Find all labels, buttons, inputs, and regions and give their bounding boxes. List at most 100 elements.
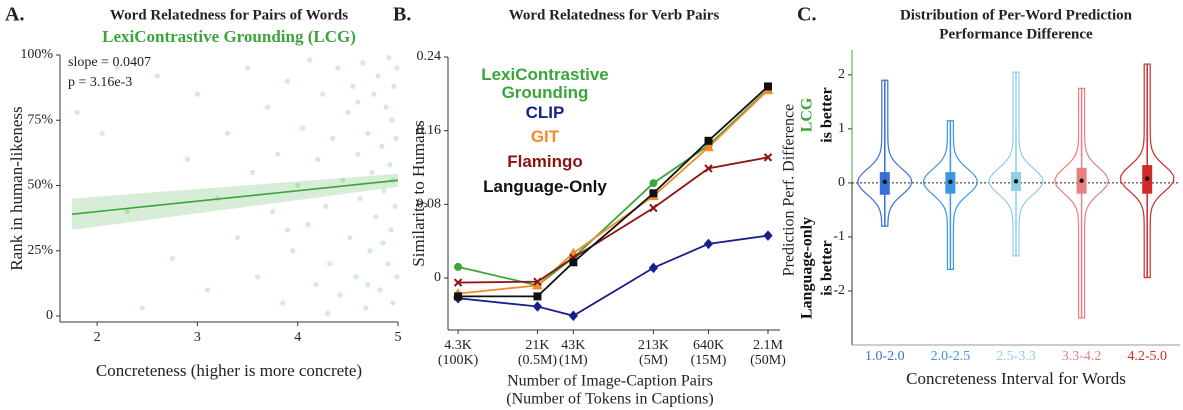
series-line: [457, 89, 769, 295]
scatter-point: [386, 55, 392, 61]
scatter-point: [363, 305, 369, 311]
y-tick-label: 100%: [20, 47, 53, 62]
marker: [703, 238, 714, 250]
marker: [649, 203, 658, 213]
scatter-point: [360, 60, 366, 66]
scatter-point: [369, 169, 375, 176]
scatter-point: [373, 214, 379, 220]
scatter-point: [295, 182, 301, 189]
marker: [569, 258, 578, 267]
scatter-point: [224, 130, 231, 136]
marker: [649, 189, 658, 198]
scatter-point: [389, 117, 395, 123]
scatter-point: [290, 248, 296, 254]
x-tick-label: 2.1M: [753, 338, 784, 353]
marker: [763, 230, 773, 241]
violin: [857, 79, 913, 227]
median: [1145, 176, 1150, 181]
marker: [533, 292, 542, 301]
y-tick-label: 0.16: [417, 123, 442, 138]
scatter-point: [394, 65, 400, 71]
panel-label: B.: [393, 4, 411, 26]
scatter-point: [74, 109, 80, 116]
scatter-point: [234, 235, 241, 241]
scatter-point: [313, 282, 319, 288]
scatter-point: [391, 83, 397, 89]
scatter-point: [390, 300, 396, 306]
scatter-point: [315, 156, 321, 162]
y-tick-label: 0.08: [417, 197, 442, 212]
x-tick-label: 213K: [638, 338, 669, 353]
x-tick-label: 3: [194, 330, 201, 345]
scatter-point: [270, 208, 276, 215]
x-tick-label: 43K: [561, 338, 585, 353]
series-line: [458, 85, 769, 298]
scatter-point: [99, 130, 105, 136]
scatter-point: [355, 151, 361, 157]
y-tick-label: -1: [833, 229, 845, 244]
chart-title: Performance Difference: [939, 26, 1093, 42]
scatter-point: [320, 91, 326, 97]
annotation: slope = 0.0407: [68, 55, 151, 70]
y-axis-label: Similarity to Humans: [409, 120, 428, 266]
scatter-point: [355, 99, 361, 105]
marker: [704, 164, 713, 173]
upper-note: is better: [819, 87, 836, 143]
x-tick-label: 21K: [525, 338, 549, 353]
scatter-point: [367, 248, 373, 254]
x-axis-label: Concreteness Interval for Words: [906, 369, 1126, 388]
scatter-point: [393, 135, 399, 142]
x-axis-label: Number of Image-Caption Pairs: [507, 373, 713, 390]
marker: [533, 277, 542, 286]
marker: [703, 141, 714, 152]
marker: [763, 153, 773, 162]
series-line: [458, 156, 769, 284]
marker: [453, 278, 463, 287]
marker: [704, 136, 713, 145]
scatter-point: [254, 274, 261, 280]
scatter-point: [381, 188, 387, 194]
annotation: p = 3.16e-3: [68, 75, 132, 90]
lower-note: Language-only: [799, 217, 816, 319]
scatter-point: [305, 222, 311, 228]
x-tick-label: 5: [395, 330, 402, 345]
scatter-point: [388, 227, 394, 233]
y-tick-label: 0.24: [417, 49, 442, 64]
series-line: [457, 234, 769, 317]
scatter-point: [335, 65, 341, 71]
scatter-point: [307, 57, 313, 63]
x-axis-label: (Number of Tokens in Captions): [506, 391, 713, 408]
confidence-band: [72, 173, 398, 230]
x-tick-sublabel: (5M): [639, 353, 668, 368]
violin: [1120, 63, 1175, 279]
legend-entry: GIT: [530, 127, 560, 146]
scatter-point: [330, 135, 336, 142]
y-tick-label: 75%: [27, 112, 53, 127]
scatter-point: [394, 274, 400, 280]
scatter-point: [337, 292, 343, 298]
scatter-point: [194, 91, 201, 97]
y-axis-label: Rank in human-likeness: [7, 106, 26, 270]
violin: [988, 71, 1044, 257]
legend-entry: Language-Only: [483, 177, 607, 196]
x-tick-label: 4: [294, 330, 301, 345]
scatter-point: [114, 65, 120, 71]
upper-note: LCG: [799, 97, 816, 132]
marker: [532, 301, 543, 312]
scatter-point: [275, 151, 281, 157]
lower-note: is better: [819, 240, 836, 296]
scatter-point: [377, 287, 383, 293]
x-tick-sublabel: (100K): [438, 353, 479, 368]
scatter-point: [139, 305, 145, 311]
scatter-point: [383, 104, 389, 110]
median: [1079, 178, 1084, 183]
y-axis-label: Prediction Perf. Difference: [781, 104, 798, 277]
median: [1013, 179, 1019, 184]
scatter-point: [154, 73, 160, 79]
x-tick-label: 2: [94, 330, 101, 345]
scatter-point: [285, 78, 291, 84]
marker: [568, 310, 579, 321]
scatter-point: [249, 169, 256, 176]
